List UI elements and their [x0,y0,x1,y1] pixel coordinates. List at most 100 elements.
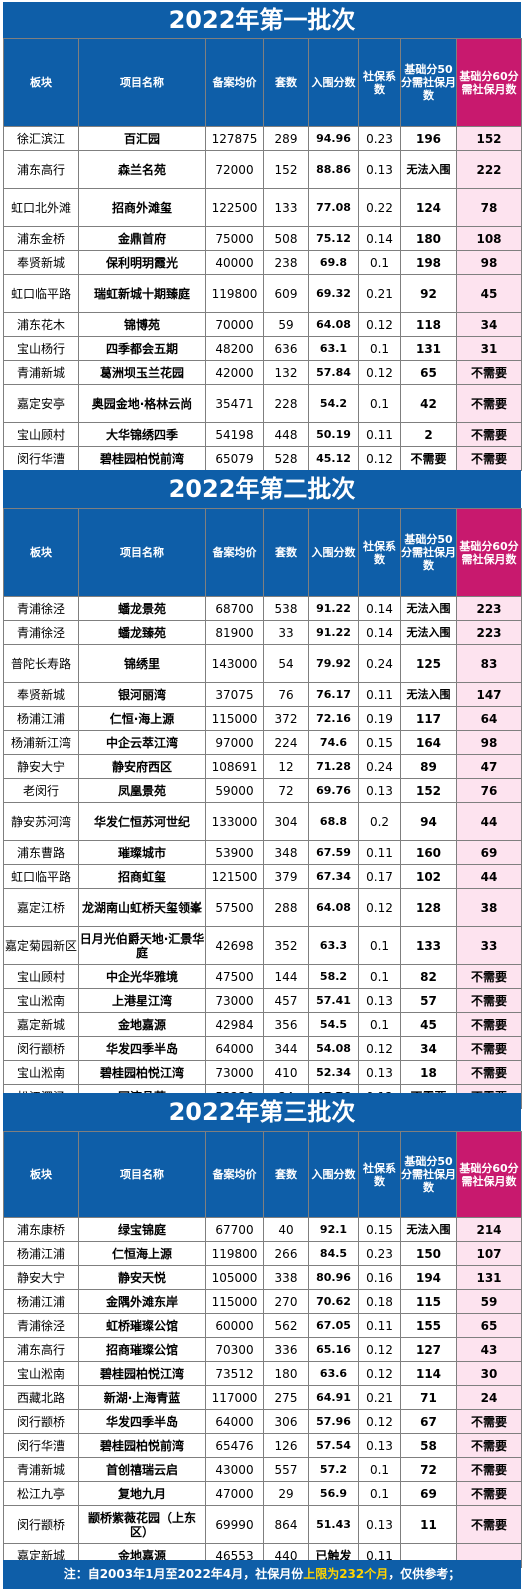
table-cell-units: 538 [263,596,309,621]
table-cell-price: 60000 [205,1313,264,1338]
table-cell-base50: 128 [400,888,457,927]
footnote-highlight: 上限为232个月 [303,1567,389,1581]
table-row: 嘉定新城 金地嘉源 42984 356 54.5 0.1 45 不需要 [3,1012,522,1037]
table-cell-project: 静安天悦 [78,1265,206,1290]
table-row: 闵行颛桥 华发四季半岛 64000 306 57.96 0.12 67 不需要 [3,1409,522,1434]
table-row: 徐汇滨江 百汇园 127875 289 94.96 0.23 196 152 [3,126,522,151]
table-cell-block: 浦东高行 [3,1337,79,1362]
header-units: 套数 [263,1131,309,1218]
table-cell-project: 凤凰景苑 [78,778,206,803]
table-cell-score: 88.86 [308,150,359,189]
header-block: 板块 [3,1131,79,1218]
header-units: 套数 [263,38,309,127]
table-cell-base60: 不需要 [456,1409,522,1434]
table-row: 青浦徐泾 蟠龙景苑 68700 538 91.22 0.14 无法入围 223 [3,596,522,621]
table-cell-score: 63.3 [308,926,359,965]
table-cell-score: 67.05 [308,1313,359,1338]
table-cell-score: 67.34 [308,864,359,889]
table-cell-coef: 0.18 [358,1289,401,1314]
table-cell-base50: 18 [400,1060,457,1085]
table-cell-base60: 不需要 [456,384,522,423]
table-cell-coef: 0.1 [358,1457,401,1482]
table-cell-coef: 0.21 [358,274,401,313]
table-cell-base60: 不需要 [456,360,522,385]
table-cell-block: 宝山顾村 [3,422,79,447]
table-cell-base50: 152 [400,778,457,803]
table-cell-project: 碧桂园柏悦前湾 [78,446,206,471]
table-cell-score: 54.08 [308,1036,359,1061]
table-cell-project: 碧桂园柏悦江湾 [78,1060,206,1085]
table-cell-block: 嘉定安亭 [3,384,79,423]
table-row: 松江九亭 复地九月 47000 29 56.9 0.1 69 不需要 [3,1481,522,1506]
table-cell-project: 日月光伯爵天地·汇景华庭 [78,926,206,965]
table-cell-score: 63.6 [308,1361,359,1386]
table-cell-base60: 31 [456,336,522,361]
table-cell-coef: 0.23 [358,126,401,151]
table-cell-block: 杨浦江浦 [3,1289,79,1314]
table-row: 老闵行 凤凰景苑 59000 72 69.76 0.13 152 76 [3,778,522,803]
table-cell-score: 58.2 [308,964,359,989]
table-cell-project: 招商璀璨公馆 [78,1337,206,1362]
table-cell-base60: 47 [456,754,522,779]
table-cell-base50: 72 [400,1457,457,1482]
table-cell-price: 115000 [205,706,264,731]
table-row: 闵行华漕 碧桂园柏悦前湾 65079 528 45.12 0.12 不需要 不需要 [3,446,522,471]
table-cell-units: 228 [263,384,309,423]
table-cell-units: 304 [263,802,309,841]
table-cell-block: 青浦新城 [3,1457,79,1482]
table-cell-base60: 223 [456,596,522,621]
table-cell-project: 锦博苑 [78,312,206,337]
table-cell-base60: 45 [456,274,522,313]
table-cell-coef: 0.12 [358,1036,401,1061]
table-cell-coef: 0.13 [358,1433,401,1458]
table-cell-score: 67.59 [308,840,359,865]
table-cell-score: 64.08 [308,888,359,927]
table-cell-units: 33 [263,620,309,645]
table-cell-price: 64000 [205,1036,264,1061]
table-cell-project: 中企云萃江湾 [78,730,206,755]
table-cell-score: 57.41 [308,988,359,1013]
table-cell-base60: 43 [456,1337,522,1362]
table-cell-price: 127875 [205,126,264,151]
table-cell-units: 528 [263,446,309,471]
table-row: 普陀长寿路 锦绣里 143000 54 79.92 0.24 125 83 [3,644,522,683]
table-cell-units: 275 [263,1385,309,1410]
table-cell-base60: 38 [456,888,522,927]
table-cell-base60: 83 [456,644,522,683]
table-cell-units: 270 [263,1289,309,1314]
table-cell-score: 71.28 [308,754,359,779]
table-cell-base50: 194 [400,1265,457,1290]
table-cell-block: 宝山顾村 [3,964,79,989]
table-header-row: 板块 项目名称 备案均价 套数 入围分数 社保系数 基础分50分需社保月数 基础… [3,508,522,597]
table-row: 闵行颛桥 颛桥紫薇花园（上东区） 69990 864 51.43 0.13 11 不需要 [3,1505,522,1544]
table-cell-block: 嘉定菊园新区 [3,926,79,965]
table-cell-price: 48200 [205,336,264,361]
table-cell-project: 璀璨城市 [78,840,206,865]
table-cell-base60: 131 [456,1265,522,1290]
table-cell-score: 72.16 [308,706,359,731]
table-cell-base50: 11 [400,1505,457,1544]
table-cell-coef: 0.13 [358,778,401,803]
table-cell-base60: 76 [456,778,522,803]
table-cell-block: 西藏北路 [3,1385,79,1410]
table-cell-block: 青浦徐泾 [3,596,79,621]
table-cell-units: 224 [263,730,309,755]
table-cell-units: 133 [263,188,309,227]
table-cell-units: 457 [263,988,309,1013]
table-cell-score: 50.19 [308,422,359,447]
table-cell-block: 杨浦新江湾 [3,730,79,755]
table-cell-coef: 0.2 [358,802,401,841]
table-cell-base50: 67 [400,1409,457,1434]
table-cell-base50: 42 [400,384,457,423]
table-cell-score: 69.8 [308,250,359,275]
batch2-table: 板块 项目名称 备案均价 套数 入围分数 社保系数 基础分50分需社保月数 基础… [3,508,522,1109]
table-cell-base60: 107 [456,1241,522,1266]
table-cell-project: 中企光华雅境 [78,964,206,989]
table-cell-base50: 131 [400,336,457,361]
table-cell-project: 金鼎首府 [78,226,206,251]
table-cell-project: 金隅外滩东岸 [78,1289,206,1314]
table-cell-base50: 150 [400,1241,457,1266]
table-cell-score: 91.22 [308,596,359,621]
table-row: 静安大宁 静安天悦 105000 338 80.96 0.16 194 131 [3,1265,522,1290]
table-cell-units: 348 [263,840,309,865]
